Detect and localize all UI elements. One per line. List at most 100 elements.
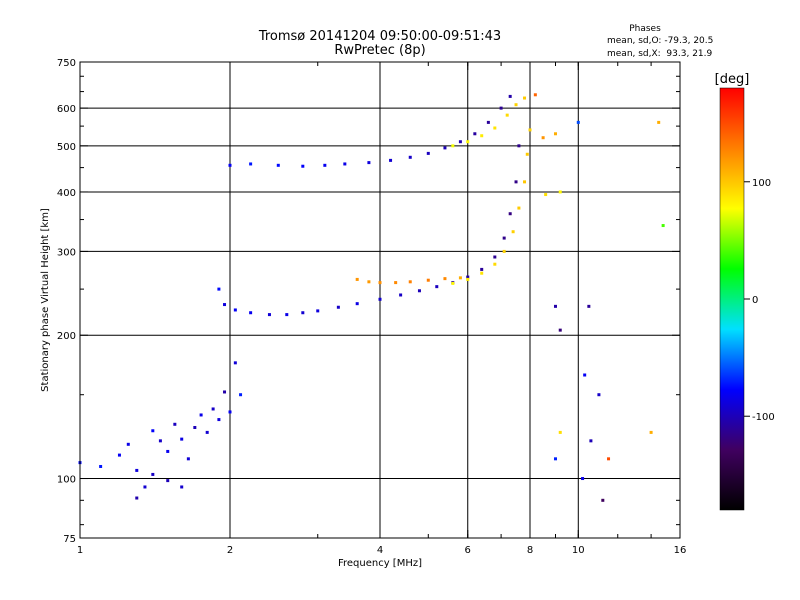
data-point bbox=[228, 410, 232, 414]
data-point bbox=[514, 103, 518, 107]
data-point bbox=[199, 413, 203, 417]
data-point bbox=[378, 281, 382, 285]
data-point bbox=[511, 230, 515, 234]
data-point bbox=[166, 449, 170, 453]
data-point bbox=[558, 430, 562, 434]
data-point bbox=[517, 144, 521, 148]
data-point bbox=[576, 120, 580, 124]
data-point bbox=[249, 311, 253, 315]
data-point bbox=[473, 132, 477, 136]
data-point bbox=[649, 430, 653, 434]
data-point bbox=[355, 277, 359, 281]
data-point bbox=[151, 429, 155, 433]
data-point bbox=[480, 134, 484, 138]
data-point bbox=[285, 313, 289, 317]
x-tick-label: 10 bbox=[572, 545, 585, 556]
phase-stats-o: mean, sd,O: -79.3, 20.5 bbox=[607, 36, 713, 46]
x-tick-label: 16 bbox=[674, 545, 687, 556]
data-point bbox=[158, 439, 162, 443]
data-point bbox=[502, 249, 506, 253]
data-point bbox=[166, 479, 170, 483]
phase-stats-x: mean, sd,X: 93.3, 21.9 bbox=[607, 49, 713, 59]
data-point bbox=[211, 407, 215, 411]
data-point bbox=[355, 302, 359, 306]
data-point bbox=[228, 163, 232, 167]
data-point bbox=[217, 287, 221, 291]
data-point bbox=[553, 304, 557, 308]
data-point bbox=[336, 305, 340, 309]
data-point bbox=[502, 236, 506, 240]
data-point bbox=[661, 224, 665, 228]
data-point bbox=[173, 422, 177, 426]
data-point bbox=[399, 293, 403, 297]
data-point bbox=[367, 280, 371, 284]
data-point bbox=[541, 136, 545, 140]
data-point bbox=[525, 152, 529, 156]
data-point bbox=[316, 309, 320, 313]
data-point bbox=[343, 162, 347, 166]
data-point bbox=[99, 464, 103, 468]
y-tick-label: 300 bbox=[57, 247, 76, 258]
data-point bbox=[657, 120, 661, 124]
y-tick-label: 750 bbox=[57, 58, 76, 69]
x-tick-label: 1 bbox=[77, 545, 83, 556]
data-point bbox=[426, 151, 430, 155]
data-point bbox=[301, 164, 305, 168]
data-point bbox=[180, 437, 184, 441]
data-point bbox=[389, 158, 393, 162]
data-point bbox=[394, 281, 398, 285]
data-point bbox=[587, 304, 591, 308]
data-point bbox=[151, 472, 155, 476]
data-point bbox=[517, 206, 521, 210]
colorbar-ticks: 100 0 -100 bbox=[744, 178, 775, 423]
chart-subtitle: RwPretec (8p) bbox=[334, 43, 425, 58]
data-point bbox=[276, 163, 280, 167]
data-point bbox=[486, 120, 490, 124]
data-point bbox=[533, 93, 537, 97]
data-point bbox=[135, 496, 139, 500]
data-point bbox=[581, 477, 585, 481]
data-point bbox=[493, 255, 497, 259]
x-tick-label: 8 bbox=[527, 545, 533, 556]
data-point bbox=[239, 393, 243, 397]
y-tick-label: 75 bbox=[63, 534, 76, 545]
x-tick-label: 4 bbox=[377, 545, 383, 556]
data-point bbox=[443, 277, 447, 281]
data-point bbox=[597, 393, 601, 397]
data-point bbox=[408, 155, 412, 159]
colorbar-tick-label: 100 bbox=[752, 178, 771, 189]
y-axis-label: Stationary phase Virtual Height [km] bbox=[40, 208, 51, 392]
data-point bbox=[443, 146, 447, 150]
data-point bbox=[117, 453, 121, 457]
data-point bbox=[233, 361, 237, 365]
data-point bbox=[528, 128, 532, 132]
data-point bbox=[553, 457, 557, 461]
data-point bbox=[480, 271, 484, 275]
data-point bbox=[523, 96, 527, 100]
data-point bbox=[514, 180, 518, 184]
plot-frame bbox=[79, 61, 681, 539]
y-tick-label: 600 bbox=[57, 104, 76, 115]
y-tick-label: 200 bbox=[57, 331, 76, 342]
data-point bbox=[408, 280, 412, 284]
data-point bbox=[480, 267, 484, 271]
data-point bbox=[466, 277, 470, 281]
x-tick-label: 6 bbox=[465, 545, 471, 556]
chart-title: Tromsø 20141204 09:50:00-09:51:43 bbox=[258, 29, 501, 44]
x-tick-label: 2 bbox=[227, 545, 233, 556]
data-point bbox=[223, 303, 227, 307]
y-tick-label: 400 bbox=[57, 188, 76, 199]
data-point bbox=[233, 308, 237, 312]
data-point bbox=[126, 442, 130, 446]
data-point bbox=[466, 140, 470, 144]
data-point bbox=[205, 430, 209, 434]
data-point bbox=[249, 162, 253, 166]
data-point bbox=[267, 313, 271, 317]
data-point bbox=[378, 297, 382, 301]
data-point bbox=[493, 126, 497, 130]
data-point bbox=[217, 418, 221, 422]
data-point bbox=[523, 180, 527, 184]
data-point bbox=[301, 311, 305, 315]
data-point bbox=[558, 190, 562, 194]
data-point bbox=[367, 161, 371, 165]
